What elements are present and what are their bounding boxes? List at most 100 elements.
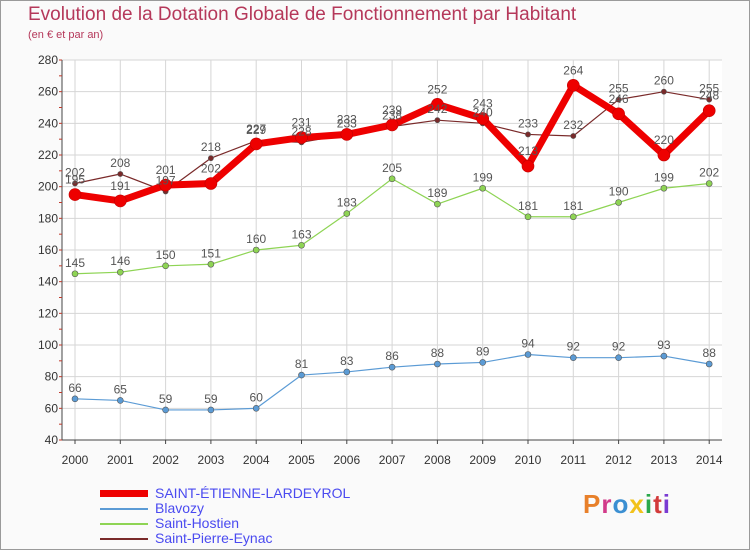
x-tick-label: 2004 [243, 453, 270, 467]
data-label-saint-hostien: 181 [563, 199, 583, 213]
chart-title: Evolution de la Dotation Globale de Fonc… [28, 4, 577, 25]
data-point-saint-pierre-eynac [661, 88, 667, 95]
y-tick-label: 240 [38, 116, 58, 130]
data-point-saint-etienne-lardeyrol [159, 178, 172, 192]
x-tick-label: 2002 [152, 453, 179, 467]
y-tick-label: 60 [45, 401, 59, 415]
data-point-saint-pierre-eynac [434, 117, 441, 124]
series-layer [68, 79, 716, 414]
data-point-saint-pierre-eynac [706, 96, 713, 103]
y-tick-label: 80 [45, 370, 59, 384]
data-label-saint-pierre-eynac: 260 [654, 74, 674, 88]
data-label-saint-pierre-eynac: 255 [699, 82, 719, 96]
data-label-saint-hostien: 190 [609, 185, 629, 199]
data-point-blavozy [434, 360, 441, 368]
legend-swatch [100, 490, 148, 497]
data-point-blavozy [117, 397, 124, 404]
data-label-blavozy: 66 [68, 381, 82, 395]
data-label-blavozy: 92 [567, 340, 581, 354]
data-label-saint-pierre-eynac: 229 [246, 123, 266, 137]
data-label-saint-etienne-lardeyrol: 239 [382, 103, 402, 117]
data-label-blavozy: 94 [521, 337, 535, 351]
data-label-saint-etienne-lardeyrol: 220 [654, 133, 674, 147]
data-label-saint-hostien: 181 [518, 199, 538, 213]
data-label-saint-pierre-eynac: 233 [337, 116, 357, 130]
data-point-saint-hostien [705, 180, 713, 187]
data-point-saint-hostien [343, 210, 351, 217]
data-point-saint-hostien [162, 262, 169, 270]
data-label-saint-pierre-eynac: 238 [382, 109, 402, 123]
data-label-saint-etienne-lardeyrol: 202 [201, 162, 221, 176]
logo-letter: P [583, 489, 602, 519]
data-point-saint-hostien [615, 199, 622, 206]
axis-layer: 40 60 80 100 120 140 160 180 200 220 240 260 280 2000… [38, 53, 723, 467]
data-point-saint-hostien [569, 213, 577, 221]
data-point-saint-etienne-lardeyrol [295, 131, 308, 144]
legend-label: Saint-Hostien [155, 515, 240, 531]
data-label-saint-etienne-lardeyrol: 231 [291, 116, 311, 130]
data-label-blavozy: 60 [250, 390, 264, 404]
data-label-blavozy: 81 [295, 357, 309, 371]
data-label-blavozy: 92 [612, 340, 626, 354]
x-tick-label: 2003 [198, 453, 225, 467]
y-tick-label: 160 [38, 243, 58, 257]
x-tick-label: 2005 [288, 453, 315, 467]
data-point-saint-hostien [388, 175, 396, 183]
x-tick-label: 2012 [605, 453, 632, 467]
y-tick-label: 280 [38, 53, 58, 67]
logo-letter: t [653, 489, 663, 519]
x-tick-label: 2009 [469, 453, 496, 467]
x-tick-label: 2006 [333, 453, 360, 467]
data-point-saint-etienne-lardeyrol [521, 159, 535, 173]
data-point-blavozy [524, 351, 532, 358]
data-point-saint-hostien [298, 241, 305, 249]
data-point-saint-etienne-lardeyrol [385, 118, 399, 132]
logo-letter: x [629, 489, 645, 519]
data-label-saint-pierre-eynac: 197 [156, 173, 176, 187]
data-label-saint-pierre-eynac: 228 [291, 124, 311, 138]
legend-swatch [100, 538, 148, 540]
data-label-saint-etienne-lardeyrol: 248 [699, 89, 719, 103]
data-point-saint-hostien [207, 260, 215, 268]
data-point-saint-hostien [660, 184, 668, 192]
data-label-blavozy: 83 [340, 354, 354, 368]
data-label-saint-hostien: 160 [246, 232, 266, 246]
data-point-saint-etienne-lardeyrol [657, 148, 671, 162]
data-point-blavozy [343, 368, 351, 376]
data-point-blavozy [252, 405, 260, 412]
y-tick-label: 220 [38, 148, 58, 162]
data-label-saint-hostien: 145 [65, 256, 85, 270]
data-label-saint-hostien: 163 [291, 227, 311, 241]
data-point-saint-pierre-eynac [570, 133, 577, 139]
data-point-saint-etienne-lardeyrol [68, 188, 82, 201]
y-tick-label: 120 [38, 306, 58, 320]
y-tick-label: 200 [38, 180, 58, 194]
data-point-saint-hostien [479, 184, 487, 192]
data-point-blavozy [207, 406, 215, 414]
data-label-saint-hostien: 151 [201, 246, 221, 260]
data-label-blavozy: 65 [114, 382, 128, 396]
data-point-saint-etienne-lardeyrol [249, 137, 263, 151]
data-label-saint-etienne-lardeyrol: 264 [563, 63, 583, 77]
data-point-saint-pierre-eynac [72, 180, 78, 187]
data-label-blavozy: 93 [657, 338, 671, 352]
data-point-saint-hostien [524, 213, 532, 221]
data-label-saint-etienne-lardeyrol: 227 [246, 122, 266, 136]
chart-subtitle: (en € et par an) [28, 29, 104, 41]
data-point-saint-hostien [434, 200, 441, 208]
data-point-blavozy [479, 359, 487, 366]
data-point-saint-etienne-lardeyrol [702, 104, 716, 117]
data-label-saint-etienne-lardeyrol: 195 [65, 173, 85, 187]
data-point-saint-etienne-lardeyrol [612, 107, 625, 121]
data-point-blavozy [569, 354, 577, 361]
data-point-blavozy [162, 406, 169, 414]
data-point-saint-etienne-lardeyrol [476, 112, 490, 125]
data-point-saint-hostien [117, 268, 124, 276]
y-tick-label: 180 [38, 211, 58, 225]
data-label-saint-etienne-lardeyrol: 191 [110, 179, 130, 193]
data-label-blavozy: 88 [431, 346, 445, 360]
data-label-blavozy: 89 [476, 344, 490, 358]
data-label-saint-hostien: 183 [337, 196, 357, 210]
data-point-saint-etienne-lardeyrol [566, 79, 580, 92]
